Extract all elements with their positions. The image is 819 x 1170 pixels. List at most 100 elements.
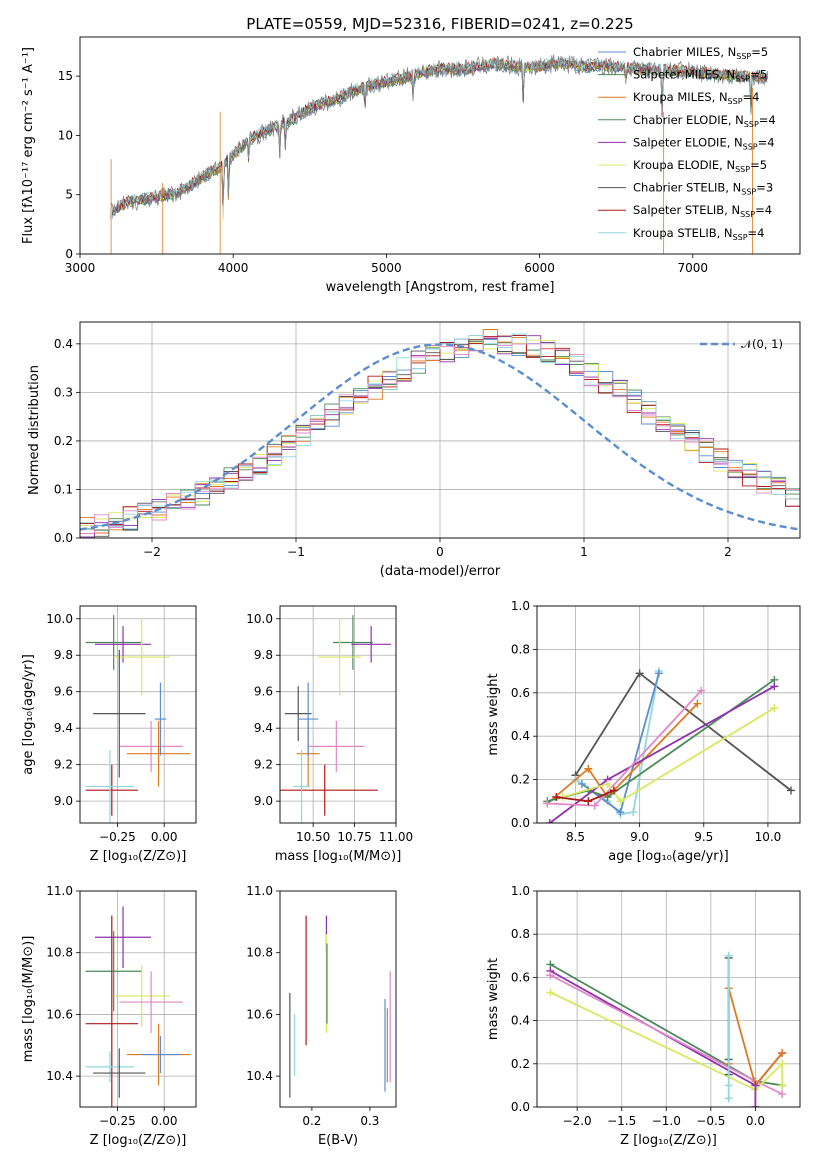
x-tick-label: 2 [724, 545, 732, 559]
weight-marker [724, 951, 733, 960]
y-tick-label: 9.4 [54, 721, 73, 735]
y-tick-label: 9.2 [254, 758, 273, 772]
x-tick-label: 1 [580, 545, 588, 559]
y-tick-label: 9.8 [254, 648, 273, 662]
x-tick-label: 11.00 [379, 830, 413, 844]
x-axis-label: Z [log₁₀(Z/Z⊙)] [90, 1133, 187, 1148]
y-tick-label: 0.6 [511, 970, 530, 984]
y-tick-label: 0.0 [511, 1100, 530, 1114]
plot-area [280, 615, 392, 823]
gaussian-curve [80, 343, 800, 531]
legend-value: =5 [751, 45, 768, 59]
y-tick-label: 0 [65, 247, 73, 261]
figure-title: PLATE=0559, MJD=52316, FIBERID=0241, z=0… [246, 15, 633, 33]
legend-entry: Chabrier ELODIE, NSSP=4 [633, 113, 776, 129]
y-tick-label: 0.0 [54, 531, 73, 545]
legend-sub: SSP [735, 75, 750, 84]
y-tick-label: 0.4 [511, 1014, 530, 1028]
x-tick-label: 0.00 [151, 1114, 178, 1128]
x-axis-label: age [log₁₀(age/yr)] [608, 849, 729, 864]
weight-marker [635, 669, 644, 678]
y-tick-label: 0.4 [54, 337, 73, 351]
x-tick-label: 10.0 [755, 830, 782, 844]
x-axis-label: wavelength [Angstrom, rest frame] [326, 280, 555, 295]
legend-sub: SSP [735, 165, 750, 174]
x-tick-label: 0.00 [151, 830, 178, 844]
legend-sub: SSP [743, 142, 758, 151]
plot-area [85, 906, 191, 1107]
x-axis-label: Z [log₁₀(Z/Z⊙)] [620, 1133, 717, 1148]
legend-value: =4 [759, 113, 776, 127]
x-tick-label: 10.50 [296, 830, 330, 844]
y-tick-label: 0.6 [511, 686, 530, 700]
x-tick-label: 0.0 [746, 1114, 765, 1128]
axes-frame [536, 890, 801, 1108]
x-tick-label: −0.25 [99, 1114, 136, 1128]
x-tick-label: −2 [143, 545, 161, 559]
y-tick-label: 0.2 [511, 1057, 530, 1071]
legend-label: Salpeter MILES, N [633, 68, 735, 82]
x-tick-label: 9.0 [630, 830, 649, 844]
plot-area [289, 915, 391, 1098]
legend-entry: Chabrier STELIB, NSSP=3 [633, 181, 773, 197]
legend-label: Salpeter STELIB, N [633, 203, 740, 217]
x-tick-label: −2.0 [563, 1114, 592, 1128]
weight-marker [616, 808, 625, 817]
weight-marker [724, 1094, 733, 1103]
legend-value: =3 [756, 181, 773, 195]
mass-vs-ebv-panel: 0.2 0.3 10.4 10.6 10.8 11.0 E(B-V) [246, 884, 397, 1148]
y-tick-label: 0.2 [511, 773, 530, 787]
legend-entry: Salpeter ELODIE, NSSP=4 [633, 135, 775, 151]
y-tick-label: 10.0 [46, 612, 73, 626]
weight-marker [577, 779, 586, 788]
weight-marker [546, 988, 555, 997]
legend-value: =4 [758, 135, 775, 149]
axes-frame [79, 36, 801, 255]
x-tick-label: 9.5 [694, 830, 713, 844]
age-vs-mass-panel: 10.50 10.75 11.00 9.0 9.2 9.4 9.6 9.8 10.0 mass [… [246, 605, 413, 864]
y-tick-label: 5 [65, 188, 73, 202]
y-tick-label: 9.0 [54, 794, 73, 808]
legend-sub: SSP [733, 233, 748, 242]
spectrum-panel: 3000 4000 5000 6000 7000 0 5 10 15 wavelength [An… [21, 36, 801, 295]
x-tick-label: 7000 [677, 261, 708, 275]
weight-marker [590, 801, 599, 810]
y-axis-label: mass [log₁₀(M/M⊙)] [21, 936, 36, 1063]
y-tick-label: 1.0 [511, 599, 530, 613]
y-tick-label: 10.0 [246, 612, 273, 626]
x-axis-label: Z [log₁₀(Z/Z⊙)] [90, 849, 187, 864]
legend-entry: Chabrier MILES, NSSP=5 [633, 45, 768, 61]
weight-marker [787, 786, 796, 795]
weight-marker [751, 1103, 760, 1107]
legend-sub: SSP [744, 120, 759, 129]
axes-frame [279, 890, 397, 1108]
x-tick-label: −1 [287, 545, 305, 559]
weight-marker [724, 1081, 733, 1090]
x-tick-label: −0.25 [99, 830, 136, 844]
legend-entry: Salpeter STELIB, NSSP=4 [633, 203, 772, 219]
x-tick-label: 6000 [524, 261, 555, 275]
weight-marker [616, 797, 625, 806]
age-vs-metallicity-panel: −0.25 0.00 9.0 9.2 9.4 9.6 9.8 10.0 Z [log₁₀(Z/Z… [21, 605, 197, 864]
weight-series-line [546, 702, 699, 805]
weight-marker [629, 808, 638, 817]
weight-marker [584, 764, 593, 773]
y-tick-label: 0.1 [54, 482, 73, 496]
weight-marker [545, 819, 554, 823]
y-tick-label: 9.6 [254, 685, 273, 699]
legend-value: =4 [743, 90, 760, 104]
y-tick-label: 10.6 [46, 1007, 73, 1021]
plot-area [110, 54, 769, 254]
plot-area [80, 329, 800, 538]
y-tick-label: 10.4 [246, 1069, 273, 1083]
y-axis-label: Flux [fλ10⁻¹⁷ erg cm⁻² s⁻¹ A⁻¹] [21, 47, 36, 244]
x-axis-label: E(B-V) [318, 1133, 358, 1148]
legend-label: Kroupa MILES, N [633, 90, 728, 104]
legend-label: Chabrier ELODIE, N [633, 113, 744, 127]
axes-frame [536, 605, 801, 824]
legend-label: Chabrier MILES, N [633, 45, 736, 59]
y-tick-label: 15 [58, 69, 73, 83]
y-tick-label: 9.6 [54, 685, 73, 699]
x-tick-label: 5000 [371, 261, 402, 275]
